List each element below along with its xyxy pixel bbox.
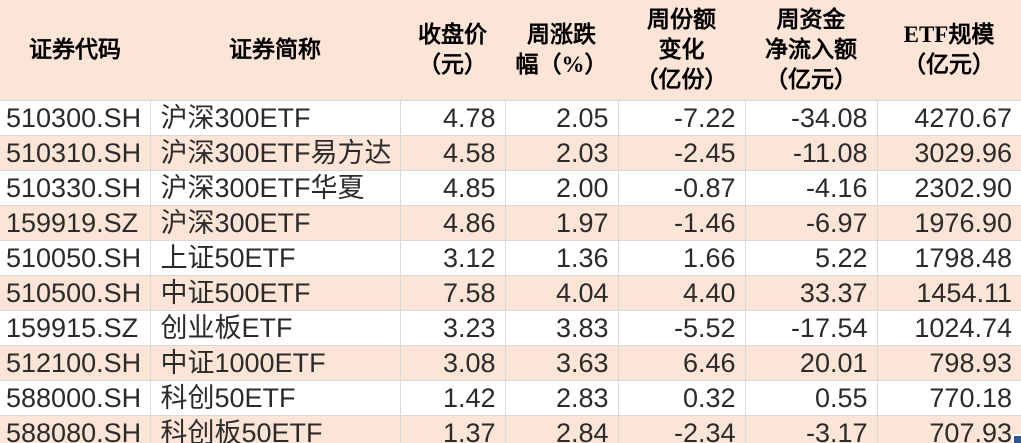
cell-code[interactable]: 510050.SH	[0, 239, 150, 275]
cell-etf_scale[interactable]: 770.18	[876, 379, 1021, 415]
cell-weekly_change[interactable]: 2.05	[504, 99, 618, 135]
table-row: 510300.SH 沪深300ETF 4.78 2.05 -7.22 -34.08 4270…	[0, 99, 1021, 135]
cell-close_price[interactable]: 7.58	[399, 274, 505, 310]
cell-close_price[interactable]: 4.78	[399, 99, 505, 135]
cell-share_change[interactable]: -2.34	[617, 414, 745, 443]
cell-share_change[interactable]: -7.22	[617, 99, 745, 135]
cell-name[interactable]: 中证500ETF	[149, 274, 400, 310]
cell-weekly_change[interactable]: 1.36	[504, 239, 618, 275]
cell-close_price[interactable]: 4.86	[399, 204, 505, 240]
column-header-close_price[interactable]: 收盘价 （元）	[400, 0, 505, 100]
cell-weekly_change[interactable]: 1.97	[504, 204, 618, 240]
cell-name[interactable]: 沪深300ETF	[149, 204, 400, 240]
cell-net_inflow[interactable]: -4.16	[744, 169, 877, 205]
table-row: 510310.SH 沪深300ETF易方达 4.58 2.03 -2.45 -11.08 3…	[0, 134, 1021, 170]
column-header-weekly_change[interactable]: 周涨跌 幅（%）	[505, 0, 618, 100]
cell-weekly_change[interactable]: 2.83	[504, 379, 618, 415]
cell-weekly_change[interactable]: 4.04	[504, 274, 618, 310]
cell-name[interactable]: 中证1000ETF	[149, 344, 400, 380]
cell-code[interactable]: 588080.SH	[0, 414, 150, 443]
cell-share_change[interactable]: 4.40	[617, 274, 745, 310]
cell-code[interactable]: 588000.SH	[0, 379, 150, 415]
cell-net_inflow[interactable]: -11.08	[744, 134, 877, 170]
cell-etf_scale[interactable]: 4270.67	[876, 99, 1021, 135]
table-row: 588080.SH 科创板50ETF 1.37 2.84 -2.34 -3.17 707.9…	[0, 414, 1021, 443]
cell-close_price[interactable]: 4.58	[399, 134, 505, 170]
cell-etf_scale[interactable]: 2302.90	[876, 169, 1021, 205]
cell-name[interactable]: 上证50ETF	[149, 239, 400, 275]
table-row: 159915.SZ 创业板ETF 3.23 3.83 -5.52 -17.54 1024.7…	[0, 309, 1021, 345]
cell-close_price[interactable]: 3.08	[399, 344, 505, 380]
table-row: 510050.SH 上证50ETF 3.12 1.36 1.66 5.22 1798.48	[0, 239, 1021, 275]
cell-weekly_change[interactable]: 3.63	[504, 344, 618, 380]
table-row: 510500.SH 中证500ETF 7.58 4.04 4.40 33.37 1454.1…	[0, 274, 1021, 310]
cell-etf_scale[interactable]: 1798.48	[876, 239, 1021, 275]
cell-weekly_change[interactable]: 2.00	[504, 169, 618, 205]
cell-code[interactable]: 159915.SZ	[0, 309, 150, 345]
cell-etf_scale[interactable]: 1024.74	[876, 309, 1021, 345]
cell-share_change[interactable]: 0.32	[617, 379, 745, 415]
cell-code[interactable]: 510330.SH	[0, 169, 150, 205]
cell-name[interactable]: 创业板ETF	[149, 309, 400, 345]
header-row: 证券代码 证券简称 收盘价 （元） 周涨跌 幅（%） 周份额 变化 （亿份） 周资金 净流…	[0, 0, 1021, 100]
cell-code[interactable]: 510310.SH	[0, 134, 150, 170]
cell-name[interactable]: 沪深300ETF华夏	[149, 169, 400, 205]
excel-fill-handle[interactable]	[1012, 434, 1021, 443]
etf-table-body: 510300.SH 沪深300ETF 4.78 2.05 -7.22 -34.08 4270…	[0, 99, 1021, 443]
cell-code[interactable]: 510500.SH	[0, 274, 150, 310]
cell-share_change[interactable]: -2.45	[617, 134, 745, 170]
cell-net_inflow[interactable]: 33.37	[744, 274, 877, 310]
column-header-name[interactable]: 证券简称	[150, 0, 400, 100]
cell-net_inflow[interactable]: -3.17	[744, 414, 877, 443]
cell-close_price[interactable]: 1.42	[399, 379, 505, 415]
cell-name[interactable]: 沪深300ETF易方达	[149, 134, 400, 170]
cell-weekly_change[interactable]: 3.83	[504, 309, 618, 345]
column-header-code[interactable]: 证券代码	[0, 0, 150, 100]
cell-share_change[interactable]: 1.66	[617, 239, 745, 275]
cell-etf_scale[interactable]: 1454.11	[876, 274, 1021, 310]
cell-code[interactable]: 510300.SH	[0, 99, 150, 135]
cell-name[interactable]: 沪深300ETF	[149, 99, 400, 135]
table-row: 510330.SH 沪深300ETF华夏 4.85 2.00 -0.87 -4.16 230…	[0, 169, 1021, 205]
cell-code[interactable]: 512100.SH	[0, 344, 150, 380]
cell-share_change[interactable]: -0.87	[617, 169, 745, 205]
cell-net_inflow[interactable]: 5.22	[744, 239, 877, 275]
cell-weekly_change[interactable]: 2.84	[504, 414, 618, 443]
cell-etf_scale[interactable]: 707.93	[876, 414, 1021, 443]
column-header-etf_scale[interactable]: ETF规模 （亿元）	[877, 0, 1021, 100]
cell-etf_scale[interactable]: 1976.90	[876, 204, 1021, 240]
column-header-net_inflow[interactable]: 周资金 净流入额 （亿元）	[745, 0, 877, 100]
cell-close_price[interactable]: 3.12	[399, 239, 505, 275]
cell-net_inflow[interactable]: -6.97	[744, 204, 877, 240]
cell-share_change[interactable]: -5.52	[617, 309, 745, 345]
cell-net_inflow[interactable]: 20.01	[744, 344, 877, 380]
table-row: 159919.SZ 沪深300ETF 4.86 1.97 -1.46 -6.97 1976.…	[0, 204, 1021, 240]
column-header-share_change[interactable]: 周份额 变化 （亿份）	[618, 0, 745, 100]
cell-etf_scale[interactable]: 3029.96	[876, 134, 1021, 170]
cell-weekly_change[interactable]: 2.03	[504, 134, 618, 170]
cell-net_inflow[interactable]: -34.08	[744, 99, 877, 135]
table-row: 588000.SH 科创50ETF 1.42 2.83 0.32 0.55 770.18	[0, 379, 1021, 415]
cell-net_inflow[interactable]: -17.54	[744, 309, 877, 345]
cell-share_change[interactable]: 6.46	[617, 344, 745, 380]
cell-share_change[interactable]: -1.46	[617, 204, 745, 240]
cell-etf_scale[interactable]: 798.93	[876, 344, 1021, 380]
cell-code[interactable]: 159919.SZ	[0, 204, 150, 240]
table-row: 512100.SH 中证1000ETF 3.08 3.63 6.46 20.01 798.9…	[0, 344, 1021, 380]
cell-close_price[interactable]: 3.23	[399, 309, 505, 345]
cell-name[interactable]: 科创50ETF	[149, 379, 400, 415]
cell-name[interactable]: 科创板50ETF	[149, 414, 400, 443]
cell-close_price[interactable]: 1.37	[399, 414, 505, 443]
cell-close_price[interactable]: 4.85	[399, 169, 505, 205]
cell-net_inflow[interactable]: 0.55	[744, 379, 877, 415]
